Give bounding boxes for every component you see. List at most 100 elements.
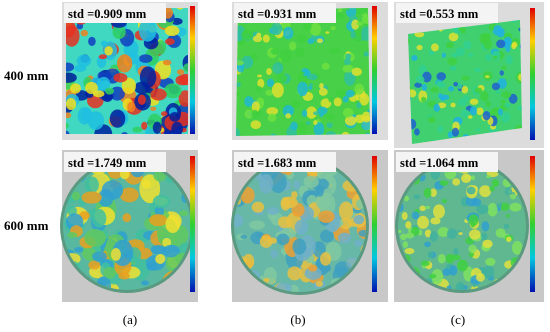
texture-blob <box>97 76 111 92</box>
texture-blob <box>431 269 444 285</box>
texture-blob <box>252 35 263 43</box>
texture-blob <box>423 187 432 198</box>
texture-blob <box>297 121 308 134</box>
texture-blob <box>110 248 121 261</box>
texture-blob <box>171 121 183 134</box>
texture-blob <box>66 19 76 38</box>
texture-blob <box>344 115 357 126</box>
texture-blob <box>67 205 77 216</box>
texture-blob <box>112 24 126 40</box>
texture-blob <box>518 73 522 81</box>
texture-blob <box>445 41 455 49</box>
texture-blob <box>335 89 347 97</box>
texture-blob <box>427 251 434 259</box>
texture-blob <box>154 206 165 217</box>
column-label: (b) <box>290 312 305 327</box>
texture-blob <box>402 241 409 248</box>
texture-blob <box>421 83 427 92</box>
texture-blob <box>152 194 170 209</box>
texture-blob <box>313 120 318 126</box>
texture-blob <box>356 21 364 26</box>
texture-blob <box>282 105 294 117</box>
texture-blob <box>138 18 157 42</box>
texture-blob <box>491 82 500 91</box>
texture-blob <box>297 81 308 97</box>
texture-blob <box>176 8 184 10</box>
texture-blob <box>448 86 455 92</box>
row-label: 400 mm <box>4 68 49 83</box>
texture-blob <box>342 107 354 118</box>
texture-blob <box>319 82 324 90</box>
texture-blob <box>305 121 311 126</box>
texture-blob <box>499 202 510 212</box>
texture-blob <box>236 60 244 66</box>
texture-blob <box>338 201 354 221</box>
texture-blob <box>350 31 356 39</box>
texture-blob <box>267 237 278 244</box>
texture-blob <box>351 67 362 76</box>
texture-blob <box>267 206 280 216</box>
texture-blob <box>267 113 277 122</box>
std-label: std =1.749 mm <box>68 156 147 170</box>
texture-blob <box>271 82 284 98</box>
texture-blob <box>308 83 314 86</box>
texture-blob <box>495 89 501 94</box>
texture-blob <box>466 186 476 195</box>
color-bar <box>530 156 535 292</box>
texture-blob <box>429 231 438 242</box>
texture-blob <box>458 26 466 33</box>
texture-blob <box>66 112 72 119</box>
texture-blob <box>476 273 485 282</box>
texture-blob <box>92 90 105 98</box>
texture-blob <box>453 81 459 87</box>
texture-blob <box>178 90 188 107</box>
texture-blob <box>474 87 483 94</box>
label-box <box>64 3 166 23</box>
texture-blob <box>66 72 77 83</box>
texture-blob <box>449 66 457 71</box>
texture-blob <box>462 95 470 101</box>
texture-blob <box>88 260 101 270</box>
texture-blob <box>303 175 319 188</box>
column-label: (a) <box>123 312 137 327</box>
texture-blob <box>254 85 263 92</box>
texture-blob <box>105 87 114 95</box>
texture-blob <box>505 54 513 65</box>
texture-blob <box>455 281 465 290</box>
texture-blob <box>326 122 333 128</box>
texture-blob <box>165 215 181 233</box>
texture-blob <box>263 277 270 283</box>
texture-blob <box>450 102 456 108</box>
texture-blob <box>501 65 507 70</box>
texture-blob <box>155 254 166 264</box>
texture-blob <box>417 215 429 229</box>
texture-blob <box>503 223 510 229</box>
texture-blob <box>150 244 167 255</box>
texture-blob <box>285 113 292 119</box>
texture-blob <box>271 22 283 36</box>
texture-blob <box>121 131 128 134</box>
texture-blob <box>448 32 459 42</box>
row-label: 600 mm <box>4 218 49 233</box>
texture-blob <box>132 126 143 133</box>
texture-blob <box>483 38 493 50</box>
texture-blob <box>294 47 305 58</box>
texture-blob <box>424 205 431 210</box>
std-label: std =1.683 mm <box>238 156 317 170</box>
texture-blob <box>405 232 415 239</box>
texture-blob <box>307 38 315 45</box>
texture-blob <box>424 229 432 238</box>
texture-blob <box>497 108 503 116</box>
std-label: std =0.909 mm <box>68 7 147 21</box>
texture-blob <box>445 253 455 264</box>
texture-blob <box>422 71 432 83</box>
texture-blob <box>500 99 506 104</box>
texture-blob <box>127 101 136 113</box>
texture-blob <box>244 96 254 108</box>
texture-blob <box>266 68 272 75</box>
color-bar <box>190 156 195 292</box>
texture-blob <box>449 265 458 276</box>
texture-blob <box>80 29 89 37</box>
texture-blob <box>437 82 446 88</box>
texture-blob <box>281 196 298 209</box>
